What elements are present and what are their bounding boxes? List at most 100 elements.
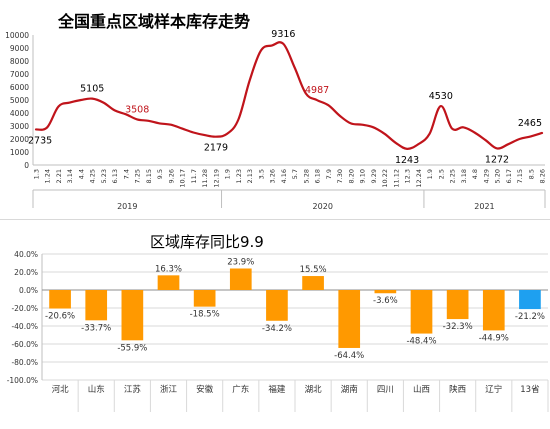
category-label: 安徽 [196, 384, 214, 395]
bar-value-label: 15.5% [300, 265, 327, 275]
bar-value-label: -48.4% [406, 337, 436, 347]
bar [85, 290, 108, 321]
bar-chart: 40.0% 20.0% 0.0% -20.0% -40.0% -60.0% -80.0% -1… [7, 250, 549, 412]
category-label: 广东 [232, 384, 249, 395]
x-tick-label: 7.25 [134, 169, 142, 183]
y-tick-label: 3000 [10, 122, 29, 131]
x-tick-label: 4.25 [89, 169, 97, 183]
x-tick-label: 12.19 [212, 169, 220, 188]
bar-value-label: -21.2% [515, 312, 545, 322]
x-tick-label: 4.8 [471, 169, 479, 179]
y-tick-label: -40.0% [11, 322, 38, 331]
category-label: 湖北 [305, 385, 323, 395]
x-tick-label: 11.7 [190, 169, 198, 183]
x-tick-label: 5.23 [100, 169, 108, 183]
bar-value-label: 16.3% [155, 264, 182, 274]
x-tick-label: 2.13 [246, 169, 254, 183]
line-chart-panel: 0 1000 2000 3000 4000 5000 6000 7000 8000 9000 100… [0, 12, 550, 220]
data-label: 2179 [204, 143, 228, 154]
x-tick-label: 4.16 [280, 169, 288, 183]
data-label: 2735 [28, 135, 52, 146]
x-tick-label: 1.3 [33, 169, 41, 179]
x-tick-label: 1.23 [235, 169, 243, 183]
bar-value-label: -18.5% [190, 310, 220, 320]
x-tick-label: 12.24 [415, 169, 423, 188]
x-tick-label: 3.26 [269, 169, 277, 183]
x-tick-label: 11.12 [392, 169, 400, 188]
x-tick-label: 5.20 [494, 169, 502, 183]
bar [410, 290, 433, 334]
x-tick-label: 9.5 [156, 169, 164, 179]
category-label: 四川 [377, 385, 394, 395]
bar [229, 268, 252, 290]
x-tick-label: 7.15 [516, 169, 524, 183]
x-tick-label: 2.21 [55, 169, 63, 183]
x-tick-label: 7.4 [122, 169, 130, 179]
line-chart-title: 全国重点区域样本库存走势 [58, 12, 251, 31]
y-tick-label: 1000 [10, 148, 29, 157]
data-label: 3508 [125, 104, 149, 115]
x-tick-label: 2.5 [437, 169, 445, 179]
x-tick-label: 1.9 [224, 169, 232, 179]
category-label: 湖南 [341, 384, 358, 395]
x-tick-label: 8.5 [527, 169, 535, 179]
x-tick-label: 7.9 [325, 169, 333, 179]
y-tick-label: 20.0% [14, 268, 38, 277]
year-group-label: 2019 [117, 202, 137, 211]
category-label: 河北 [52, 384, 70, 395]
bar-chart-panel: 40.0% 20.0% 0.0% -20.0% -40.0% -60.0% -80.0% -1… [0, 222, 550, 429]
y-tick-label: 7000 [10, 70, 29, 79]
bar [374, 290, 397, 294]
data-label: 5105 [80, 84, 104, 95]
category-label: 13省 [520, 384, 540, 395]
bar-value-label: -32.3% [443, 322, 473, 332]
x-tick-label: 7.30 [336, 169, 344, 183]
y-tick-label: 8000 [10, 57, 29, 66]
bar-value-label: -64.4% [334, 351, 364, 361]
inventory-series-line [34, 41, 544, 150]
x-tick-label: 5.28 [302, 169, 310, 183]
y-tick-label: 6000 [10, 83, 29, 92]
bar [121, 290, 144, 341]
line-chart: 0 1000 2000 3000 4000 5000 6000 7000 8000 9000 100… [5, 29, 547, 211]
y-tick-label: 5000 [10, 96, 29, 105]
x-tick-label: 6.13 [111, 169, 119, 183]
x-tick-label: 11.28 [201, 169, 209, 188]
bar-value-label: -20.6% [45, 312, 75, 322]
bar-value-label: -55.9% [117, 343, 147, 353]
data-label: 9316 [271, 29, 295, 40]
category-label: 山东 [88, 384, 105, 395]
x-tick-label: 5.7 [291, 169, 299, 179]
x-tick-label: 1.9 [426, 169, 434, 179]
y-tick-label: -80.0% [11, 358, 38, 367]
x-tick-label: 12.3 [404, 169, 412, 183]
bar [302, 276, 324, 290]
bar-value-label: -3.6% [373, 296, 398, 306]
x-tick-label: 3.5 [257, 169, 265, 179]
category-label: 福建 [268, 384, 286, 395]
category-label: 辽宁 [485, 384, 502, 395]
bar-value-label: -33.7% [81, 323, 111, 333]
y-tick-label: 2000 [10, 135, 29, 144]
x-tick-label: 9.26 [167, 169, 175, 183]
x-tick-label: 4.4 [77, 169, 85, 179]
year-group-label: 2021 [474, 202, 494, 211]
x-tick-label: 2.25 [449, 169, 457, 183]
year-group-label: 2020 [313, 202, 333, 211]
y-tick-label: 0 [24, 161, 29, 170]
bar-value-label: 23.9% [227, 257, 254, 267]
category-label: 浙江 [160, 384, 178, 395]
y-tick-label: -60.0% [11, 340, 38, 349]
x-tick-label: 6.17 [505, 169, 513, 183]
data-label: 4987 [305, 85, 329, 96]
x-tick-label: 10.22 [381, 169, 389, 188]
data-label: 1243 [395, 155, 419, 166]
y-tick-label: 40.0% [14, 250, 38, 259]
bar [193, 290, 216, 307]
x-tick-label: 9.10 [359, 169, 367, 183]
data-label: 2465 [518, 118, 542, 129]
bar [446, 290, 469, 320]
x-tick-label: 8.26 [539, 169, 547, 183]
x-tick-label: 4.29 [482, 169, 490, 183]
category-label: 陕西 [449, 384, 466, 395]
